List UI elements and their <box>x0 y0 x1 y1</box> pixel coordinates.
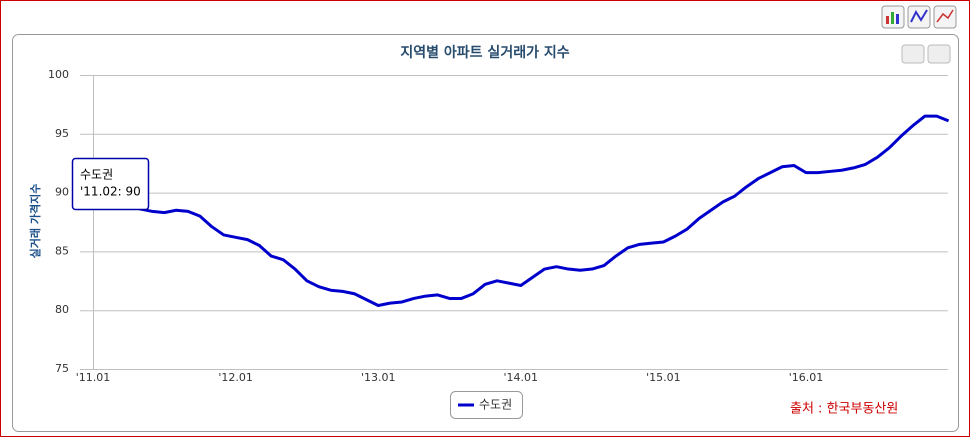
y-tick-label: 80 <box>55 303 69 316</box>
tooltip-box <box>71 157 150 211</box>
legend-label: 수도권 <box>479 398 512 412</box>
x-tick-label: '11.01 <box>76 371 111 384</box>
x-tick-label: '12.01 <box>218 371 253 384</box>
chart-title: 지역별 아파트 실거래가 지수 <box>400 44 569 61</box>
icon <box>910 9 928 23</box>
print-button[interactable] <box>901 44 925 64</box>
download-button[interactable] <box>927 44 951 64</box>
y-axis-label: 실거래 가격지수 <box>28 184 42 259</box>
source: 출처 : 한국부동산원 <box>790 402 898 417</box>
x-tick-label: '14.01 <box>504 371 539 384</box>
y-tick-label: 100 <box>48 68 69 81</box>
tooltip-title: 수도권 <box>80 168 113 182</box>
icon <box>886 16 889 24</box>
area-chart-button[interactable] <box>933 5 957 29</box>
y-tick-label: 95 <box>55 127 69 140</box>
icon <box>896 14 899 24</box>
x-tick-label: '15.01 <box>646 371 681 384</box>
legend-box <box>450 391 523 419</box>
y-tick-label: 85 <box>55 244 69 257</box>
chart-panel <box>12 34 959 432</box>
icon <box>891 12 894 24</box>
x-tick-label: '13.01 <box>361 371 396 384</box>
x-tick-label: '16.01 <box>789 371 824 384</box>
toolbar[interactable] <box>881 5 957 29</box>
y-tick-label: 90 <box>55 186 69 199</box>
icon <box>936 9 954 23</box>
line <box>92 114 950 307</box>
y-tick-label: 75 <box>55 362 69 375</box>
tooltip-text: '11.02: 90 <box>80 185 141 199</box>
